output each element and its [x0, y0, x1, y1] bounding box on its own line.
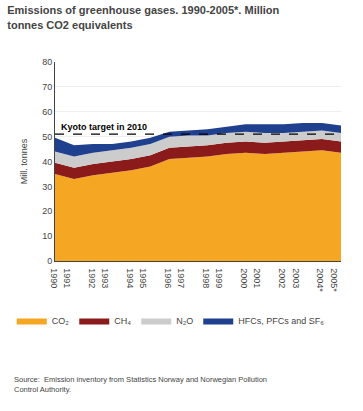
svg-text:40: 40	[42, 157, 52, 167]
svg-text:1994: 1994	[125, 268, 135, 288]
svg-text:1997: 1997	[176, 268, 186, 288]
svg-text:10: 10	[42, 231, 52, 241]
svg-text:2004*: 2004*	[315, 268, 325, 292]
svg-text:2002: 2002	[277, 268, 287, 288]
svg-text:50: 50	[42, 132, 52, 142]
svg-text:Source: Emission inventory fr: Source: Emission inventory from Statisti…	[14, 375, 267, 394]
svg-text:1995: 1995	[138, 268, 148, 288]
svg-text:2005*: 2005*	[329, 268, 339, 292]
svg-text:0: 0	[47, 256, 52, 266]
svg-text:70: 70	[42, 82, 52, 92]
svg-text:80: 80	[42, 57, 52, 67]
svg-text:1992: 1992	[87, 268, 97, 288]
svg-text:Kyoto target in 2010: Kyoto target in 2010	[61, 122, 147, 132]
svg-text:2001: 2001	[252, 268, 262, 288]
svg-text:20: 20	[42, 206, 52, 216]
svg-text:1996: 1996	[163, 268, 173, 288]
svg-text:N₂O: N₂O	[176, 316, 193, 326]
svg-text:HFCs, PFCs and SF₆: HFCs, PFCs and SF₆	[238, 316, 324, 326]
svg-text:CH₄: CH₄	[114, 316, 131, 326]
svg-text:1993: 1993	[100, 268, 110, 288]
svg-text:CO₂: CO₂	[52, 316, 70, 326]
svg-text:60: 60	[42, 107, 52, 117]
svg-text:30: 30	[42, 182, 52, 192]
svg-text:2003: 2003	[291, 268, 301, 288]
svg-text:Mill. tonnes: Mill. tonnes	[19, 138, 29, 184]
svg-text:1991: 1991	[62, 268, 72, 288]
svg-text:2000: 2000	[239, 268, 249, 288]
svg-text:1998: 1998	[201, 268, 211, 288]
svg-text:1990: 1990	[49, 268, 59, 288]
svg-text:Emissions of greenhouse gases.: Emissions of greenhouse gases. 1990-2005…	[7, 4, 279, 30]
svg-text:1999: 1999	[214, 268, 224, 288]
